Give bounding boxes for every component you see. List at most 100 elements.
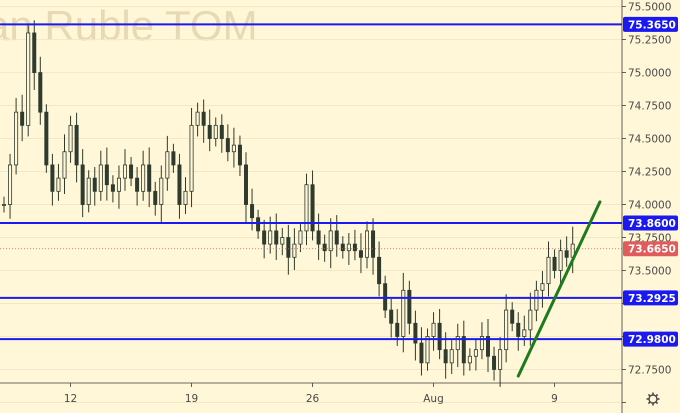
candle	[116, 165, 121, 209]
candle-body	[371, 230, 376, 258]
candle	[110, 175, 115, 203]
candle-body	[334, 230, 339, 245]
candle-body	[419, 342, 424, 364]
candle	[231, 127, 236, 168]
gear-icon-teeth	[646, 392, 660, 406]
grid	[0, 6, 622, 403]
candle-body	[38, 72, 43, 113]
x-tick-label: 19	[185, 393, 198, 405]
candle	[522, 315, 527, 346]
candle	[546, 241, 551, 297]
level-label: 72.9800	[628, 334, 676, 346]
candle-body	[298, 230, 303, 245]
candle-body	[56, 177, 61, 192]
level-label: 73.2925	[628, 293, 676, 305]
candle	[455, 323, 460, 368]
candle	[286, 224, 291, 275]
gear-tooth	[647, 401, 651, 405]
candle	[141, 150, 146, 201]
candle-body	[177, 164, 182, 205]
candle-body	[534, 289, 539, 311]
candle-body	[510, 309, 515, 324]
level-lines	[0, 23, 622, 341]
candle	[377, 241, 382, 297]
candle-body	[401, 289, 406, 337]
candle	[74, 112, 79, 183]
candle-body	[479, 336, 484, 351]
candle	[183, 177, 188, 215]
candle	[310, 170, 315, 241]
candle	[540, 271, 545, 308]
candle-body	[358, 250, 363, 258]
candle	[413, 310, 418, 361]
candle-body	[425, 336, 430, 364]
y-tick-label: 74.0000	[628, 200, 671, 212]
current-price-label-bg	[623, 241, 678, 257]
candle	[243, 152, 248, 222]
candle	[50, 153, 55, 206]
y-tick-label: 75.5000	[628, 2, 671, 14]
candle	[62, 134, 67, 194]
candle	[504, 294, 509, 363]
candle-body	[153, 190, 158, 205]
candle-body	[346, 243, 351, 252]
trend-line[interactable]	[516, 200, 602, 378]
candle-body	[316, 230, 321, 245]
candle	[177, 153, 182, 219]
candle	[322, 234, 327, 262]
candle-body	[268, 230, 273, 245]
candle	[98, 150, 103, 201]
gear-tooth	[655, 393, 659, 397]
candle	[461, 320, 466, 376]
candle	[419, 327, 424, 376]
candle-body	[485, 336, 490, 357]
candle	[558, 239, 563, 285]
candle	[352, 229, 357, 261]
candle-body	[50, 164, 55, 192]
candle	[213, 117, 218, 147]
candle-body	[62, 151, 67, 179]
candle-body	[98, 164, 103, 192]
level-label: 75.3650	[628, 19, 676, 31]
chart-title-watermark: an Ruble TOM	[0, 2, 258, 49]
candle-body	[262, 230, 267, 245]
candle	[340, 236, 345, 259]
candle-body	[207, 124, 212, 139]
gear-tooth	[655, 401, 659, 405]
candle	[564, 236, 569, 267]
candle-body	[328, 230, 333, 252]
candle	[425, 328, 430, 371]
candle-body	[546, 256, 551, 285]
candle	[364, 221, 369, 269]
candle-body	[213, 124, 218, 139]
gear-icon[interactable]	[646, 392, 660, 406]
candle-body	[219, 124, 224, 139]
candle-body	[389, 309, 394, 324]
candle-body	[183, 190, 188, 205]
candle	[407, 280, 412, 335]
candle-body	[44, 111, 49, 166]
candle	[298, 222, 303, 253]
candle-body	[110, 184, 115, 192]
candle-body	[14, 111, 19, 166]
candle-body	[516, 322, 521, 337]
candle-body	[522, 329, 527, 337]
y-tick-label: 72.7500	[628, 364, 671, 376]
y-tick-label: 75.2500	[628, 35, 671, 47]
candle-body	[116, 177, 121, 192]
candle	[358, 233, 363, 274]
candle-body	[135, 177, 140, 192]
candle-body	[147, 164, 152, 192]
candle	[68, 115, 73, 163]
candle-body	[552, 256, 557, 271]
candle-body	[528, 309, 533, 331]
candle-body	[310, 184, 315, 232]
candle	[8, 153, 13, 219]
candle-body	[304, 184, 309, 232]
candle-body	[492, 355, 497, 370]
candle-body	[443, 349, 448, 364]
level-label-bg	[623, 16, 678, 32]
candle	[14, 97, 19, 175]
